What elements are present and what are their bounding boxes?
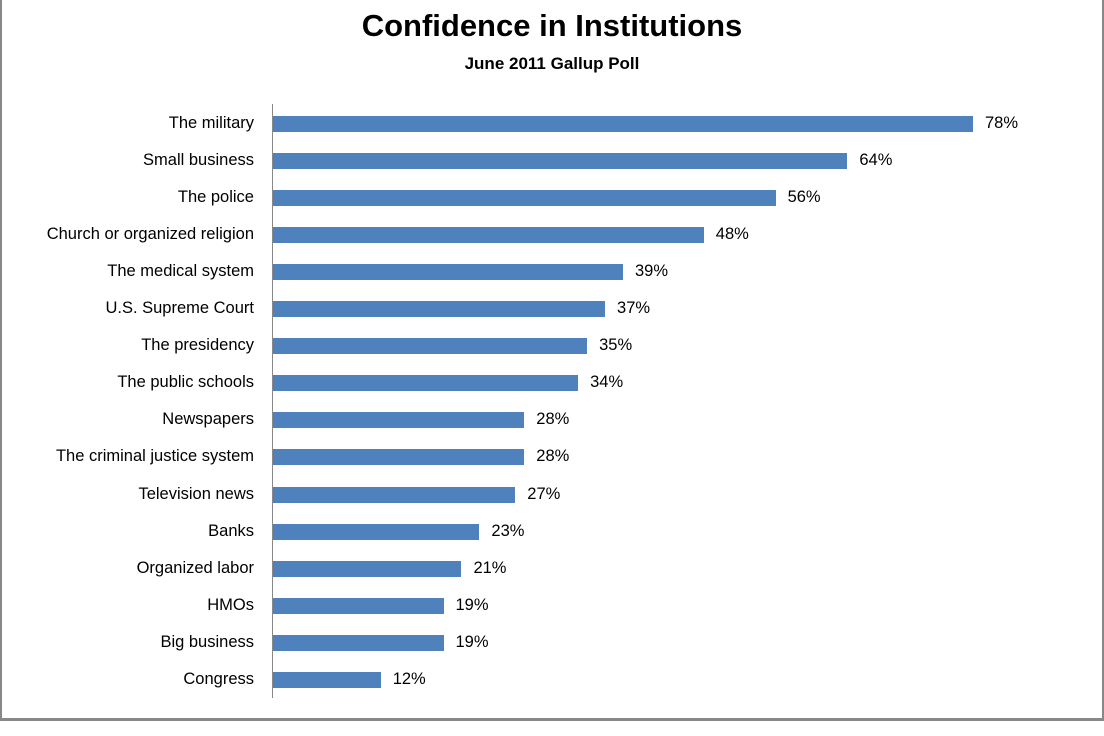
bar [273, 672, 381, 688]
bar-row: Small business 64% [0, 142, 1104, 179]
bar [273, 226, 704, 243]
bar-row: The medical system 39% [0, 253, 1104, 290]
bar-row: The public schools 34% [0, 364, 1104, 401]
data-label: 28% [536, 410, 570, 429]
data-label: 64% [859, 150, 893, 169]
bar [273, 560, 462, 577]
category-label: Congress [183, 670, 254, 688]
bar [273, 597, 444, 614]
bar-row: The police 56% [0, 179, 1104, 216]
bar-row: U.S. Supreme Court 37% [0, 290, 1104, 327]
data-label: 21% [473, 558, 507, 577]
category-label: The military [168, 113, 254, 132]
bar [273, 338, 588, 355]
bar-row: Banks 23% [0, 513, 1104, 550]
chart-title: Confidence in Institutions [361, 8, 743, 43]
category-label: The presidency [141, 336, 254, 355]
data-label: 12% [392, 670, 426, 688]
category-label: Newspapers [162, 410, 254, 429]
data-label: 56% [787, 187, 821, 206]
data-label: 19% [455, 595, 489, 614]
category-label: U.S. Supreme Court [105, 299, 254, 317]
category-label: Organized labor [136, 558, 254, 577]
bar-row: Television news 27% [0, 476, 1104, 513]
bar [273, 263, 623, 280]
bar-row: The presidency 35% [0, 327, 1104, 364]
chart-subtitle: June 2011 Gallup Poll [464, 54, 640, 73]
bar-row: Big business 19% [0, 624, 1104, 661]
bar-row: Church or organized religion 48% [0, 216, 1104, 253]
data-label: 28% [536, 447, 570, 466]
category-label: Big business [160, 632, 254, 651]
bar-row: Congress 12% [0, 661, 1104, 698]
bar-row: The military 78% [0, 105, 1104, 142]
category-label: The police [177, 187, 254, 206]
category-label: Banks [208, 521, 254, 540]
data-label: 78% [985, 113, 1019, 132]
bar [273, 449, 525, 466]
category-label: HMOs [207, 595, 254, 614]
category-label: The public schools [117, 373, 254, 392]
category-label: Television news [138, 484, 254, 503]
bar [273, 486, 516, 503]
bar-row: The criminal justice system 28% [0, 438, 1104, 475]
bar [273, 301, 606, 317]
bar [273, 523, 480, 540]
category-label: The medical system [107, 261, 254, 280]
chart-border [0, 0, 1104, 721]
data-label: 34% [590, 373, 624, 392]
category-label: The criminal justice system [55, 447, 254, 466]
data-label: 27% [527, 484, 561, 503]
bar-row: Organized labor 21% [0, 550, 1104, 587]
bar [273, 412, 525, 429]
category-label: Church or organized religion [46, 224, 254, 243]
bar [273, 189, 776, 206]
data-label: 48% [715, 224, 749, 243]
bar [273, 152, 848, 169]
data-label: 19% [455, 632, 489, 651]
bar [273, 634, 444, 651]
data-label: 23% [491, 521, 525, 540]
category-axis-line [272, 104, 273, 698]
data-label: 35% [599, 336, 633, 355]
bar [273, 115, 973, 132]
bar [273, 375, 579, 392]
category-label: Small business [143, 150, 254, 169]
bar-row: HMOs 19% [0, 587, 1104, 624]
data-label: 39% [635, 261, 669, 280]
bar-row: Newspapers 28% [0, 401, 1104, 438]
data-label: 37% [617, 299, 651, 317]
